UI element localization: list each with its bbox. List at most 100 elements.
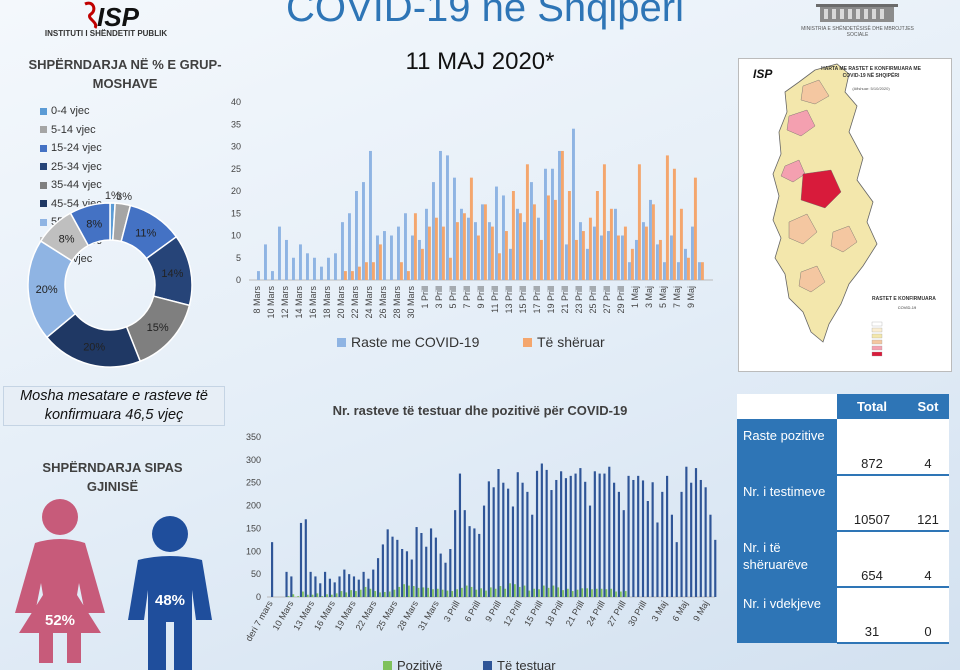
stats-table: Total Sot Raste pozitive 872 4 Nr. i tes… <box>737 394 949 644</box>
bar-positive <box>364 586 367 597</box>
bar-tested <box>396 539 399 597</box>
x-tick-label: 24 Prill <box>585 599 607 628</box>
bar-tested <box>690 482 693 597</box>
bar-positive <box>610 588 613 597</box>
y-tick-label: 0 <box>256 592 261 602</box>
bar-positive <box>547 587 550 597</box>
bar-cases <box>649 199 652 280</box>
bar-tested <box>598 473 601 597</box>
bar-cases <box>383 231 386 280</box>
bar-recovered <box>420 248 424 280</box>
bar-positive <box>446 590 449 597</box>
gender-title: SHPËRNDARJA SIPAS GJINISË <box>42 460 183 494</box>
bar-tested <box>569 475 572 597</box>
x-tick-label: 6 Prill <box>462 599 482 623</box>
bar-cases <box>460 208 463 280</box>
bar-cases <box>425 208 428 280</box>
bar-recovered <box>539 239 543 280</box>
bar-positive <box>595 588 598 597</box>
bar-positive <box>355 591 357 597</box>
bar-cases <box>474 222 477 280</box>
legend-label: 5-14 vjec <box>51 123 96 136</box>
x-tick-label: 5 Maj <box>658 286 668 308</box>
bar-cases <box>663 262 666 280</box>
x-tick-label: 3 Maj <box>650 599 670 623</box>
bar-tested <box>641 480 645 597</box>
legend-label: 25-34 vjec <box>51 160 102 173</box>
bar-tested <box>637 475 640 597</box>
bar-cases <box>572 128 575 280</box>
bar-positive <box>557 587 560 597</box>
bar-positive <box>383 591 386 597</box>
y-tick-label: 300 <box>246 455 261 465</box>
row-label: Nr. i vdekjeve <box>737 587 837 643</box>
bar-tested <box>613 482 616 597</box>
bar-cases <box>593 226 596 280</box>
x-tick-label: 23 Prill <box>574 286 584 314</box>
bar-recovered <box>448 257 452 280</box>
row-total: 872 <box>837 419 907 476</box>
x-tick-label: 25 Prill <box>588 286 598 314</box>
bar-tested <box>511 506 515 597</box>
bar-positive <box>514 584 516 597</box>
bar-cases <box>642 222 645 280</box>
bar-recovered <box>651 204 655 280</box>
female-figure-icon <box>15 499 105 663</box>
bar-recovered <box>455 222 459 280</box>
bar-positive <box>321 596 324 597</box>
bar-cases <box>439 150 442 280</box>
bar-tested <box>502 482 505 597</box>
bar-positive <box>292 594 295 597</box>
bar-recovered <box>350 271 354 280</box>
bar-recovered <box>560 150 564 280</box>
bar-recovered <box>490 226 494 280</box>
bar-tested <box>304 519 307 597</box>
bar-tested <box>348 574 351 597</box>
legend-swatch-positive <box>383 661 392 670</box>
bar-positive <box>581 588 584 597</box>
bar-tested <box>299 522 303 597</box>
x-tick-label: 1 Maj <box>630 286 640 308</box>
bar-cases <box>369 150 372 280</box>
bar-tested <box>574 473 577 597</box>
bar-cases <box>446 155 449 280</box>
bar-tested <box>622 510 625 597</box>
donut-label: 1% <box>105 190 121 202</box>
tests-chart-title: Nr. rasteve të testuar dhe pozitivë për … <box>332 403 628 418</box>
bar-cases <box>586 248 589 280</box>
bar-tested <box>328 578 331 597</box>
bar-cases <box>292 257 295 280</box>
bar-recovered <box>434 217 438 280</box>
bar-tested <box>588 505 592 597</box>
bar-tested <box>415 527 418 597</box>
row-total: 654 <box>837 531 907 588</box>
bar-cases <box>628 262 631 280</box>
isp-logo-text: ISP <box>97 2 140 32</box>
bar-cases <box>684 248 687 280</box>
legend-label-recovered: Të shëruar <box>537 334 605 350</box>
bar-tested <box>564 478 568 597</box>
x-tick-label: 5 Prill <box>448 286 458 309</box>
bar-recovered <box>665 155 669 280</box>
bar-cases <box>691 226 694 280</box>
bar-positive <box>335 593 338 597</box>
bar-cases <box>698 262 701 280</box>
bar-recovered <box>686 257 690 280</box>
bar-recovered <box>609 208 613 280</box>
bar-positive <box>388 591 391 597</box>
row-today: 4 <box>906 531 949 588</box>
bar-tested <box>694 468 698 597</box>
column-total: Total <box>837 394 907 419</box>
cases-recovered-chart: 0 5 10 15 20 25 30 35 40 8 Mars 10 Mars 12 Mars 14 M… <box>231 97 713 350</box>
bar-cases <box>320 266 323 280</box>
bar-recovered <box>427 226 431 280</box>
bar-tested <box>410 559 413 597</box>
legend-swatch <box>40 200 47 208</box>
legend-label-positive: Pozitivë <box>397 658 443 670</box>
bar-recovered <box>343 271 347 280</box>
legend-item: 25-34 vjec <box>40 160 138 176</box>
bar-positive <box>567 588 569 597</box>
x-tick-label: 9 Maj <box>691 599 711 623</box>
bar-positive <box>436 588 439 597</box>
x-tick-label: 30 Mars <box>406 286 416 319</box>
